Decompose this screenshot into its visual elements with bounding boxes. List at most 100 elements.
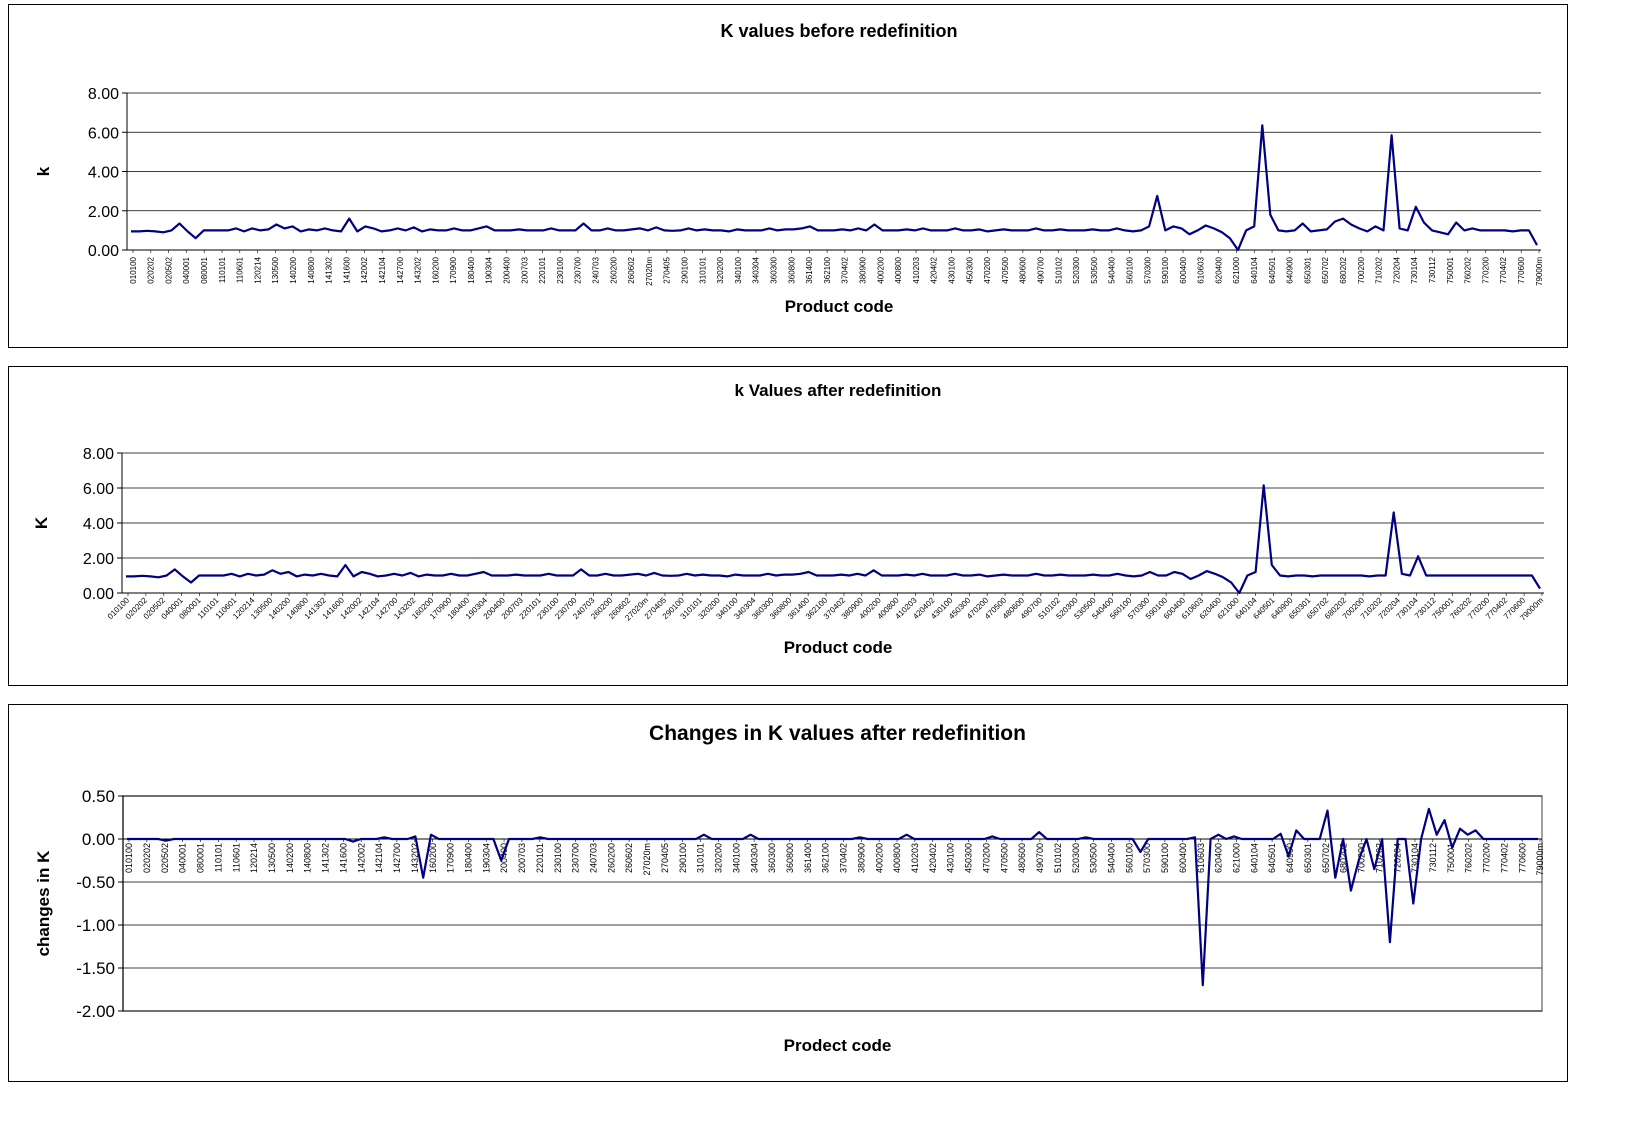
x-tick-label: 520300 bbox=[1071, 843, 1081, 873]
x-tick-label: 750001 bbox=[1446, 256, 1455, 283]
x-tick-label: 430100 bbox=[947, 256, 956, 283]
x-tick-label: 240703 bbox=[589, 843, 599, 873]
x-tick-label: 362100 bbox=[821, 843, 831, 873]
x-tick-label: 380900 bbox=[858, 256, 867, 283]
x-tick-label: 080001 bbox=[196, 843, 206, 873]
x-tick-label: 141600 bbox=[342, 256, 351, 283]
x-tick-label: 320200 bbox=[716, 256, 725, 283]
x-tick-label: 750001 bbox=[1446, 843, 1456, 873]
x-tick-label: 730112 bbox=[1428, 843, 1438, 872]
x-tick-label: 110601 bbox=[231, 843, 241, 872]
y-axis-label: changes in K bbox=[34, 850, 53, 957]
x-tick-label: 470500 bbox=[1001, 256, 1010, 283]
x-tick-label: 160200 bbox=[428, 843, 438, 873]
series-line bbox=[127, 807, 1538, 987]
x-tick-label: 142002 bbox=[356, 843, 366, 873]
x-tick-label: 520300 bbox=[1072, 256, 1081, 283]
x-tick-label: 040001 bbox=[182, 256, 191, 283]
x-tick-label: 190304 bbox=[485, 256, 494, 283]
y-tick-label: -0.50 bbox=[76, 873, 115, 892]
x-tick-label: 640900 bbox=[1285, 843, 1295, 873]
x-tick-label: 640104 bbox=[1250, 256, 1259, 283]
x-tick-label: 142104 bbox=[378, 256, 387, 283]
x-tick-label: 200400 bbox=[499, 843, 509, 873]
x-tick-label: 360300 bbox=[767, 843, 777, 873]
x-tick-label: 420402 bbox=[930, 256, 939, 283]
y-tick-label: 8.00 bbox=[88, 86, 119, 103]
x-tick-label: 260200 bbox=[609, 256, 618, 283]
x-tick-label: 510102 bbox=[1054, 256, 1063, 283]
x-tick-label: 760202 bbox=[1464, 843, 1474, 873]
x-tick-label: 290100 bbox=[681, 256, 690, 283]
x-tick-label: 240703 bbox=[592, 256, 601, 283]
x-tick-label: 590100 bbox=[1160, 843, 1170, 873]
x-tick-label: 490700 bbox=[1036, 256, 1045, 283]
x-tick-label: 27020m bbox=[642, 843, 652, 876]
x-tick-label: 510102 bbox=[1053, 843, 1063, 873]
x-tick-label: 540400 bbox=[1106, 843, 1116, 873]
x-tick-label: 340304 bbox=[749, 843, 759, 873]
x-tick-label: 260602 bbox=[624, 843, 634, 873]
chart-title: Changes in K values after redefinition bbox=[649, 722, 1026, 745]
x-tick-label: 770200 bbox=[1482, 843, 1492, 873]
y-tick-label: 0.00 bbox=[82, 830, 115, 849]
x-axis-label: Product code bbox=[784, 638, 893, 657]
y-tick-label: 0.00 bbox=[83, 586, 114, 603]
x-tick-label: 130500 bbox=[271, 256, 280, 283]
y-tick-label: 6.00 bbox=[88, 125, 119, 142]
x-tick-label: 400800 bbox=[894, 256, 903, 283]
x-tick-label: 680202 bbox=[1339, 843, 1349, 873]
plot-area bbox=[122, 795, 1543, 1012]
x-tick-label: 79000m bbox=[1535, 257, 1544, 286]
x-tick-label: 310101 bbox=[696, 843, 706, 873]
x-tick-label: 560100 bbox=[1125, 256, 1134, 283]
x-tick-label: 140800 bbox=[303, 843, 313, 873]
x-tick-label: 200703 bbox=[517, 843, 527, 873]
x-tick-label: 700200 bbox=[1357, 843, 1367, 873]
x-tick-label: 530500 bbox=[1090, 256, 1099, 283]
x-tick-label: 142104 bbox=[374, 843, 384, 873]
x-tick-label: 110601 bbox=[236, 256, 245, 283]
x-tick-label: 360800 bbox=[787, 256, 796, 283]
chart-title: K values before redefinition bbox=[720, 21, 957, 41]
x-tick-label: 420402 bbox=[928, 843, 938, 873]
x-tick-label: 220101 bbox=[535, 843, 545, 873]
x-tick-label: 143202 bbox=[410, 843, 420, 873]
x-tick-label: 170900 bbox=[446, 843, 456, 873]
x-tick-label: 140200 bbox=[289, 256, 298, 283]
x-tick-label: 120214 bbox=[249, 843, 259, 873]
x-tick-label: 621000 bbox=[1232, 843, 1242, 873]
x-tick-label: 710202 bbox=[1375, 256, 1384, 283]
x-tick-label: 760202 bbox=[1464, 256, 1473, 283]
x-tick-label: 380900 bbox=[856, 843, 866, 873]
x-tick-label: 080001 bbox=[200, 256, 209, 283]
x-tick-label: 340100 bbox=[734, 256, 743, 283]
x-tick-label: 730104 bbox=[1410, 256, 1419, 283]
x-tick-label: 570300 bbox=[1142, 843, 1152, 873]
x-tick-label: 770402 bbox=[1499, 843, 1509, 873]
x-tick-label: 290100 bbox=[678, 843, 688, 873]
y-tick-label: -1.50 bbox=[76, 959, 115, 978]
x-tick-label: 020202 bbox=[147, 256, 156, 283]
x-tick-label: 570300 bbox=[1143, 256, 1152, 283]
x-tick-label: 530500 bbox=[1089, 843, 1099, 873]
y-tick-label: 4.00 bbox=[83, 516, 114, 533]
x-tick-label: 770600 bbox=[1517, 256, 1526, 283]
x-tick-label: 600400 bbox=[1179, 256, 1188, 283]
x-tick-label: 142700 bbox=[396, 256, 405, 283]
x-tick-label: 450300 bbox=[965, 256, 974, 283]
chart-panel-2: k Values after redefinition 0.00 2.00 4.00 6… bbox=[8, 366, 1568, 686]
x-tick-label: 361400 bbox=[803, 843, 813, 873]
y-axis-label: K bbox=[32, 516, 51, 529]
y-tick-label: 2.00 bbox=[83, 551, 114, 568]
x-tick-label: 230700 bbox=[571, 843, 581, 873]
x-tick-label: 140800 bbox=[307, 256, 316, 283]
x-tick-label: 110101 bbox=[218, 256, 227, 283]
chart-1-svg: K values before redefinition 0.00 2.00 4.00… bbox=[34, 21, 1544, 316]
x-tick-label: 180400 bbox=[464, 843, 474, 873]
x-tick-label: 190304 bbox=[481, 843, 491, 873]
y-tick-label: 0.50 bbox=[82, 787, 115, 806]
x-tick-label: 130500 bbox=[267, 843, 277, 873]
x-tick-label: 020502 bbox=[164, 256, 173, 283]
y-axis-label: k bbox=[34, 166, 53, 176]
